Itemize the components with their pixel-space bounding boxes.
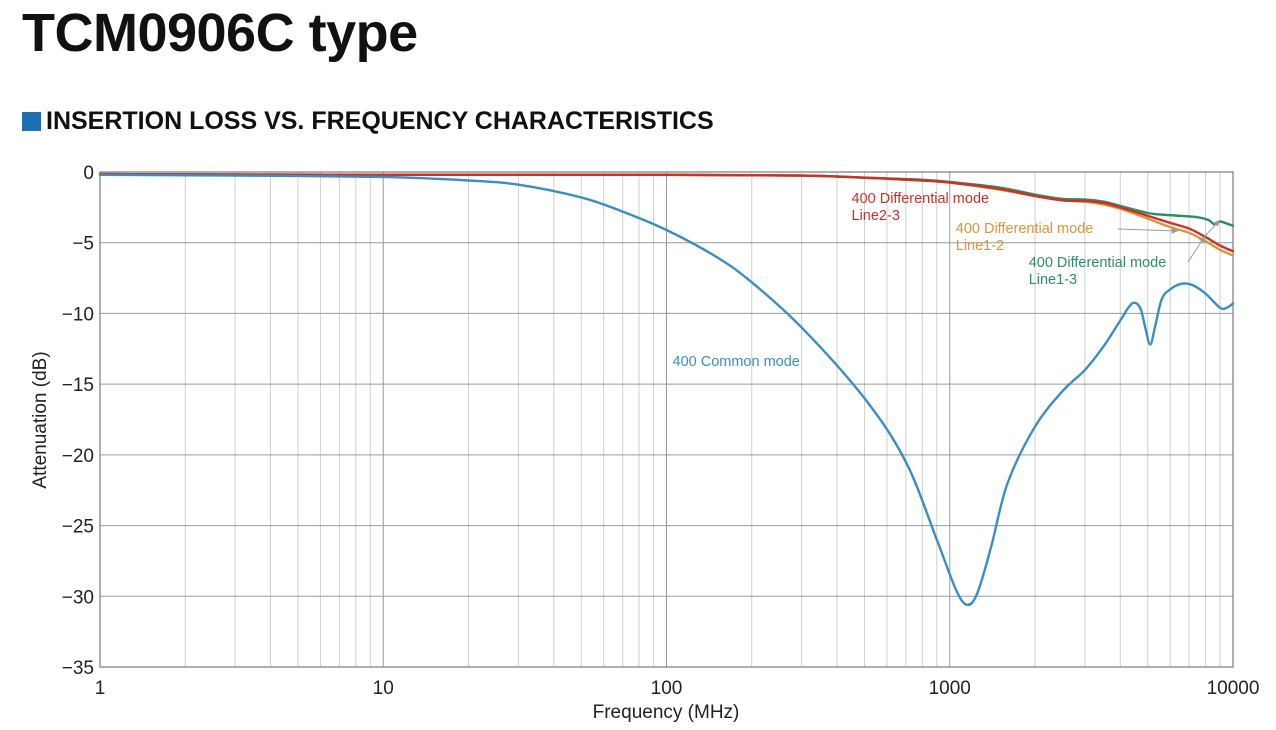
y-tick-label: −10 [62,304,94,325]
y-tick-label: −30 [62,587,94,608]
x-tick-label: 100 [651,678,683,699]
x-tick-label: 10000 [1207,678,1260,699]
y-tick-labels: 0 −5 −10 −15 −20 −25 −30 −35 [62,163,94,679]
leader-arrow-line1-3b-head [1213,220,1220,227]
y-tick-label: −35 [62,658,94,679]
y-tick-label: −15 [62,375,94,396]
series-annotation-1: 400 Differential mode Line1-2 [956,221,1094,254]
grid-minor-lines [184,172,1221,667]
series-annotation-2: 400 Differential mode Line1-3 [1029,255,1167,288]
series-line-1 [98,172,1235,253]
leader-arrow-line1-3-head [1199,236,1205,243]
y-tick-label: 0 [83,163,94,184]
series-lines [98,172,1235,607]
section-heading: INSERTION LOSS VS. FREQUENCY CHARACTERIS… [22,104,714,138]
series-annotation-0: 400 Differential mode Line2-3 [852,191,990,224]
section-heading-text: INSERTION LOSS VS. FREQUENCY CHARACTERIS… [46,107,714,135]
y-tick-label: −20 [62,446,94,467]
series-annotation-3: 400 Common mode [673,354,800,370]
page-title: TCM0906C type [22,3,418,63]
x-axis-label: Frequency (MHz) [593,702,740,723]
x-tick-label: 1 [95,678,106,699]
series-line-0 [98,173,1235,607]
leader-arrow-line1-2 [1117,228,1179,232]
blue-square-icon [22,111,41,131]
x-tick-label: 1000 [929,678,971,699]
y-axis-label: Attenuation (dB) [30,351,51,488]
y-tick-label: −5 [72,234,94,255]
leader-arrow-line1-2-head [1171,227,1178,234]
plot-frame [99,171,1234,668]
x-tick-labels: 1 10 100 1000 10000 [95,678,1260,699]
x-tick-label: 10 [373,678,394,699]
y-tick-label: −25 [62,517,94,538]
